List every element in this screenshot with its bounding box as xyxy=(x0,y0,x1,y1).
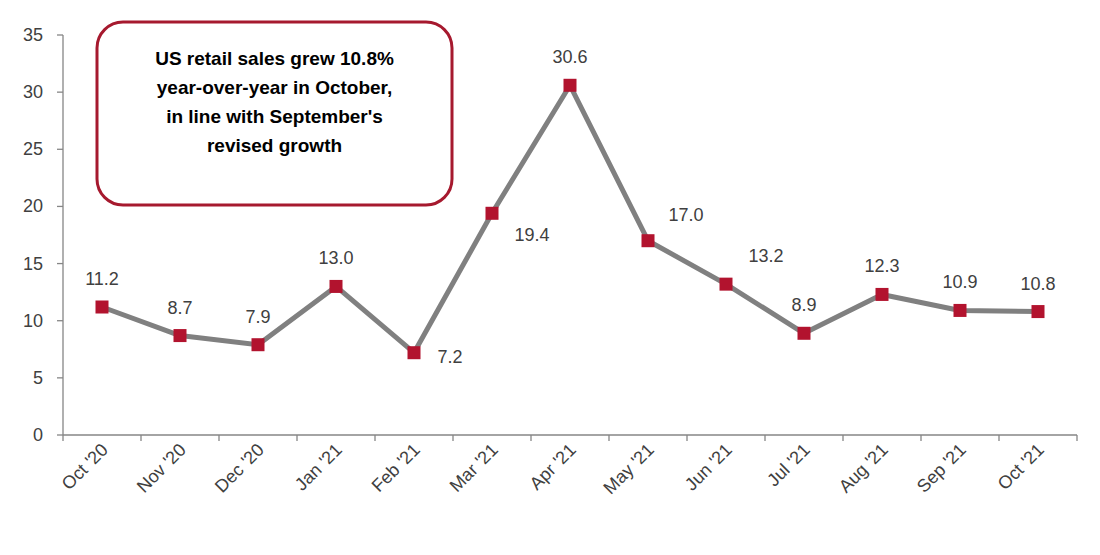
y-tick-label: 20 xyxy=(23,196,43,216)
y-tick xyxy=(57,320,63,321)
x-axis xyxy=(63,434,1077,435)
y-tick-label: 15 xyxy=(23,254,43,274)
x-tick xyxy=(62,435,63,441)
marker xyxy=(96,301,109,314)
marker xyxy=(252,338,265,351)
x-tick xyxy=(530,435,531,441)
x-tick xyxy=(686,435,687,441)
x-tick xyxy=(764,435,765,441)
marker xyxy=(564,79,577,92)
x-tick-label: Mar '21 xyxy=(446,440,502,496)
annotation: US retail sales grew 10.8% xyxy=(155,48,394,69)
data-label: 13.2 xyxy=(748,246,783,266)
x-tick-label: Jul '21 xyxy=(763,440,814,491)
data-label: 8.9 xyxy=(791,295,816,315)
data-label: 12.3 xyxy=(864,256,899,276)
x-tick xyxy=(842,435,843,441)
x-tick-label: Dec '20 xyxy=(211,440,268,497)
x-tick xyxy=(374,435,375,441)
x-tick-label: Jun '21 xyxy=(681,440,736,495)
x-tick xyxy=(296,435,297,441)
x-tick-label: Feb '21 xyxy=(368,440,424,496)
x-tick-label: Oct '20 xyxy=(58,440,112,494)
data-label: 7.2 xyxy=(437,347,462,367)
y-tick xyxy=(57,34,63,35)
x-tick xyxy=(998,435,999,441)
marker xyxy=(330,280,343,293)
x-tick xyxy=(608,435,609,441)
data-label: 8.7 xyxy=(167,298,192,318)
x-tick-label: Nov '20 xyxy=(133,440,190,497)
x-tick xyxy=(140,435,141,441)
marker xyxy=(954,304,967,317)
data-label: 7.9 xyxy=(245,307,270,327)
chart: 0 5 10 15 20 25 30 35 Oct '20 Nov '20 Dec '20 Jan '… xyxy=(0,0,1100,555)
y-tick xyxy=(57,263,63,264)
annotation-box xyxy=(97,22,452,205)
marker xyxy=(876,288,889,301)
y-tick xyxy=(57,91,63,92)
data-label: 30.6 xyxy=(552,47,587,67)
data-label: 10.8 xyxy=(1020,274,1055,294)
data-label: 17.0 xyxy=(668,205,703,225)
x-tick xyxy=(218,435,219,441)
marker xyxy=(1032,305,1045,318)
y-tick xyxy=(57,434,63,435)
x-tick xyxy=(920,435,921,441)
y-tick-label: 0 xyxy=(33,425,43,445)
y-tick-label: 25 xyxy=(23,139,43,159)
marker xyxy=(798,327,811,340)
x-tick-label: Sep '21 xyxy=(913,440,970,497)
x-tick-label: Oct '21 xyxy=(994,440,1048,494)
y-tick-label: 35 xyxy=(23,25,43,45)
x-tick xyxy=(1076,435,1077,441)
x-tick-label: Aug '21 xyxy=(835,440,892,497)
y-tick xyxy=(57,149,63,150)
data-label: 13.0 xyxy=(318,248,353,268)
data-label: 10.9 xyxy=(942,272,977,292)
x-tick-label: Apr '21 xyxy=(526,440,580,494)
marker xyxy=(408,346,421,359)
marker xyxy=(174,329,187,342)
annotation: year-over-year in October, xyxy=(157,77,393,98)
y-tick-label: 10 xyxy=(23,311,43,331)
x-tick-label: May '21 xyxy=(600,440,658,498)
y-axis xyxy=(62,35,63,435)
marker xyxy=(486,207,499,220)
line xyxy=(102,85,1038,352)
y-tick-label: 5 xyxy=(33,368,43,388)
y-tick xyxy=(57,206,63,207)
x-tick xyxy=(452,435,453,441)
marker xyxy=(642,234,655,247)
data-label: 11.2 xyxy=(85,269,119,289)
marker xyxy=(720,278,733,291)
plot-area xyxy=(96,79,1045,359)
annotation: in line with September's xyxy=(166,106,383,127)
y-tick-label: 30 xyxy=(23,82,43,102)
annotation: revised growth xyxy=(207,135,342,156)
data-label: 19.4 xyxy=(514,225,549,245)
x-tick-label: Jan '21 xyxy=(291,440,346,495)
y-tick xyxy=(57,377,63,378)
